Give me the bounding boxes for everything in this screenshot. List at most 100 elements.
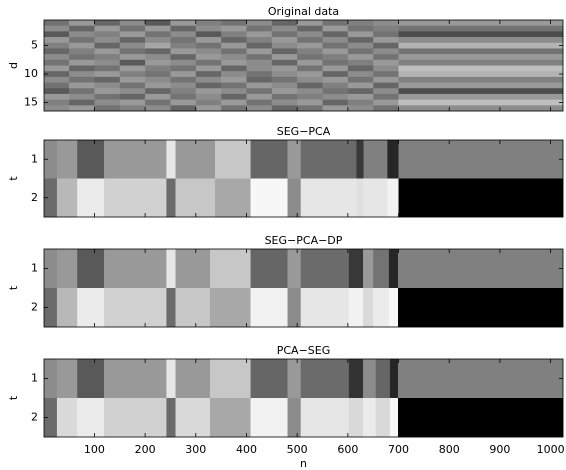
cell bbox=[195, 76, 222, 83]
cell bbox=[145, 48, 171, 55]
cell bbox=[195, 20, 222, 26]
cell bbox=[322, 93, 349, 100]
cell bbox=[94, 65, 121, 72]
cell bbox=[170, 65, 197, 72]
cell bbox=[119, 88, 146, 95]
y-tick-label: 2 bbox=[31, 191, 38, 204]
cell bbox=[119, 48, 146, 55]
cell bbox=[77, 140, 105, 179]
cell bbox=[77, 288, 105, 328]
cell bbox=[69, 93, 95, 100]
cell bbox=[56, 140, 78, 179]
cell bbox=[271, 54, 298, 61]
cell bbox=[119, 42, 146, 49]
cell bbox=[170, 54, 197, 61]
cell bbox=[246, 37, 273, 44]
cell bbox=[297, 25, 323, 32]
cell bbox=[215, 178, 251, 218]
cell bbox=[94, 99, 121, 106]
cell bbox=[297, 88, 323, 95]
cell bbox=[347, 25, 374, 32]
cell bbox=[297, 31, 323, 38]
cell bbox=[322, 25, 349, 32]
cell bbox=[44, 105, 70, 112]
cell bbox=[373, 25, 399, 32]
cell bbox=[271, 59, 298, 66]
cell bbox=[119, 20, 146, 26]
cell bbox=[145, 59, 171, 66]
cell bbox=[195, 82, 222, 89]
cell bbox=[104, 359, 167, 399]
cell bbox=[347, 54, 374, 61]
cell bbox=[398, 25, 564, 32]
cell bbox=[119, 54, 146, 61]
cell bbox=[246, 48, 273, 55]
cell bbox=[373, 42, 399, 49]
cell bbox=[356, 178, 364, 218]
cell bbox=[56, 359, 78, 399]
cell bbox=[44, 71, 70, 78]
cell bbox=[104, 178, 167, 218]
cell bbox=[271, 37, 298, 44]
cell bbox=[398, 105, 564, 112]
cell bbox=[94, 37, 121, 44]
panel-title: SEG−PCA−DP bbox=[265, 234, 343, 247]
cell bbox=[221, 20, 247, 26]
cell bbox=[373, 48, 399, 55]
cell bbox=[246, 93, 273, 100]
cell bbox=[271, 93, 298, 100]
cell bbox=[175, 288, 211, 328]
cell bbox=[398, 178, 564, 218]
cell bbox=[398, 88, 564, 95]
cell bbox=[94, 42, 121, 49]
cell bbox=[287, 178, 302, 218]
cell bbox=[209, 398, 251, 438]
cell bbox=[347, 76, 374, 83]
cell bbox=[287, 249, 302, 289]
cell bbox=[297, 105, 323, 112]
cell bbox=[287, 359, 302, 399]
cell bbox=[119, 71, 146, 78]
cell bbox=[363, 178, 388, 218]
cell bbox=[44, 42, 70, 49]
cell bbox=[145, 82, 171, 89]
cell bbox=[104, 288, 167, 328]
cell bbox=[166, 398, 176, 438]
cell bbox=[69, 59, 95, 66]
cell bbox=[297, 71, 323, 78]
cell bbox=[145, 99, 171, 106]
cell bbox=[119, 59, 146, 66]
cell bbox=[221, 37, 247, 44]
cell bbox=[373, 65, 399, 72]
cell bbox=[271, 88, 298, 95]
cell bbox=[398, 249, 564, 289]
cell bbox=[145, 71, 171, 78]
cell bbox=[221, 65, 247, 72]
cell bbox=[363, 249, 374, 289]
cell bbox=[44, 31, 70, 38]
cell bbox=[195, 25, 222, 32]
cell bbox=[145, 76, 171, 83]
panel-title: PCA−SEG bbox=[277, 344, 331, 357]
cell bbox=[300, 288, 350, 328]
cell bbox=[373, 93, 399, 100]
cell bbox=[347, 31, 374, 38]
cell bbox=[94, 25, 121, 32]
cell bbox=[398, 71, 564, 78]
cell bbox=[398, 76, 564, 83]
cell bbox=[398, 42, 564, 49]
cell bbox=[69, 42, 95, 49]
cell bbox=[297, 48, 323, 55]
cell bbox=[297, 65, 323, 72]
cell bbox=[373, 37, 399, 44]
cell bbox=[287, 140, 302, 179]
cell bbox=[398, 359, 564, 399]
cell bbox=[398, 20, 564, 26]
cell bbox=[195, 59, 222, 66]
cell bbox=[347, 48, 374, 55]
cell bbox=[170, 59, 197, 66]
cell bbox=[250, 140, 288, 179]
cell bbox=[69, 65, 95, 72]
cell bbox=[373, 59, 399, 66]
